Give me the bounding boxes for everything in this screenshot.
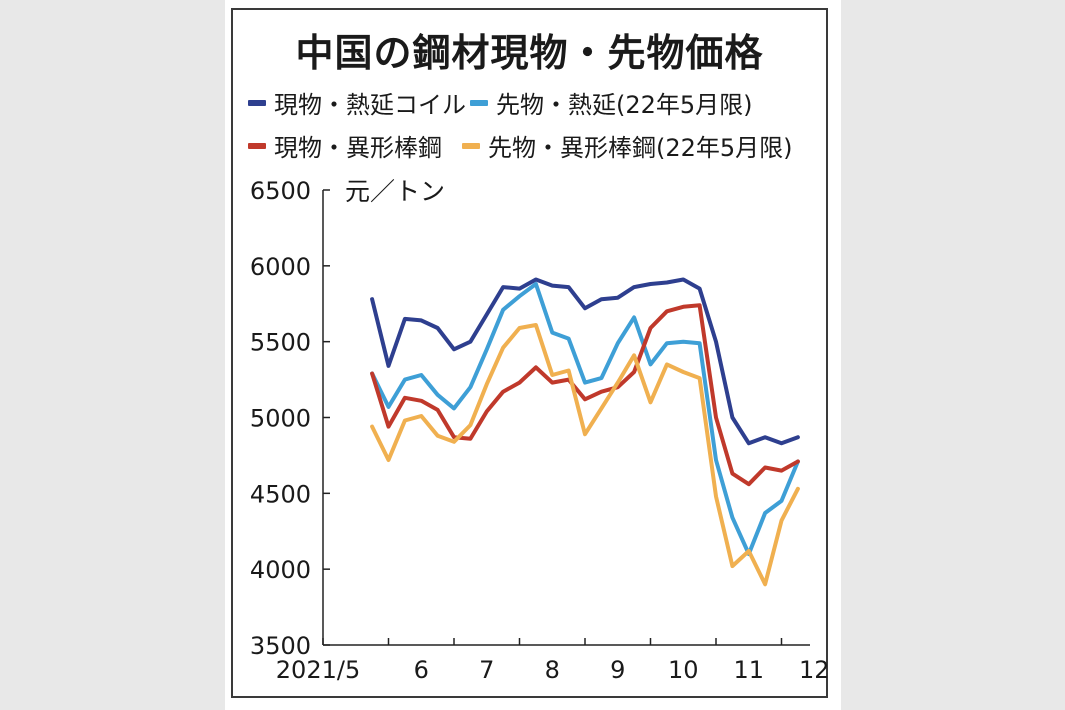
y-tick-label: 6000: [250, 253, 311, 281]
y-tick-label: 4500: [250, 480, 311, 508]
x-tick-label: 7: [479, 656, 494, 684]
legend-swatch: [248, 142, 266, 149]
chart-title: 中国の鋼材現物・先物価格: [295, 31, 764, 75]
legend-label: 現物・熱延コイル: [274, 91, 466, 119]
legend-swatch: [248, 99, 266, 106]
y-tick-label: 5000: [250, 405, 311, 433]
unit-label: 元／トン: [345, 177, 445, 206]
y-tick-label: 5500: [250, 329, 311, 357]
x-tick-label: 11: [733, 656, 764, 684]
x-tick-label: 8: [545, 656, 560, 684]
legend-item: 先物・熱延(22年5月限): [470, 85, 753, 120]
legend-swatch: [470, 99, 488, 106]
chart-panel: [225, 0, 841, 710]
legend-label: 先物・熱延(22年5月限): [496, 91, 753, 119]
x-tick-label: 12: [799, 656, 830, 684]
series-line: [370, 323, 800, 587]
x-tick-label: 10: [668, 656, 699, 684]
legend-item: 先物・異形棒鋼(22年5月限): [462, 128, 793, 163]
chart-frame: [231, 8, 828, 698]
legend-swatch: [462, 142, 480, 149]
y-tick-label: 3500: [250, 632, 311, 660]
x-tick-label: 9: [610, 656, 625, 684]
y-tick-label: 4000: [250, 556, 311, 584]
legend-label: 先物・異形棒鋼(22年5月限): [488, 134, 793, 162]
x-tick-label: 6: [414, 656, 429, 684]
series-line: [370, 282, 800, 556]
legend-item: 現物・熱延コイル: [248, 85, 466, 120]
series-line: [370, 303, 800, 487]
y-tick-label: 6500: [250, 177, 311, 205]
x-tick-label: 2021/5: [276, 656, 360, 684]
legend-item: 現物・異形棒鋼: [248, 128, 442, 163]
series-line: [370, 277, 800, 446]
legend-label: 現物・異形棒鋼: [274, 134, 442, 162]
